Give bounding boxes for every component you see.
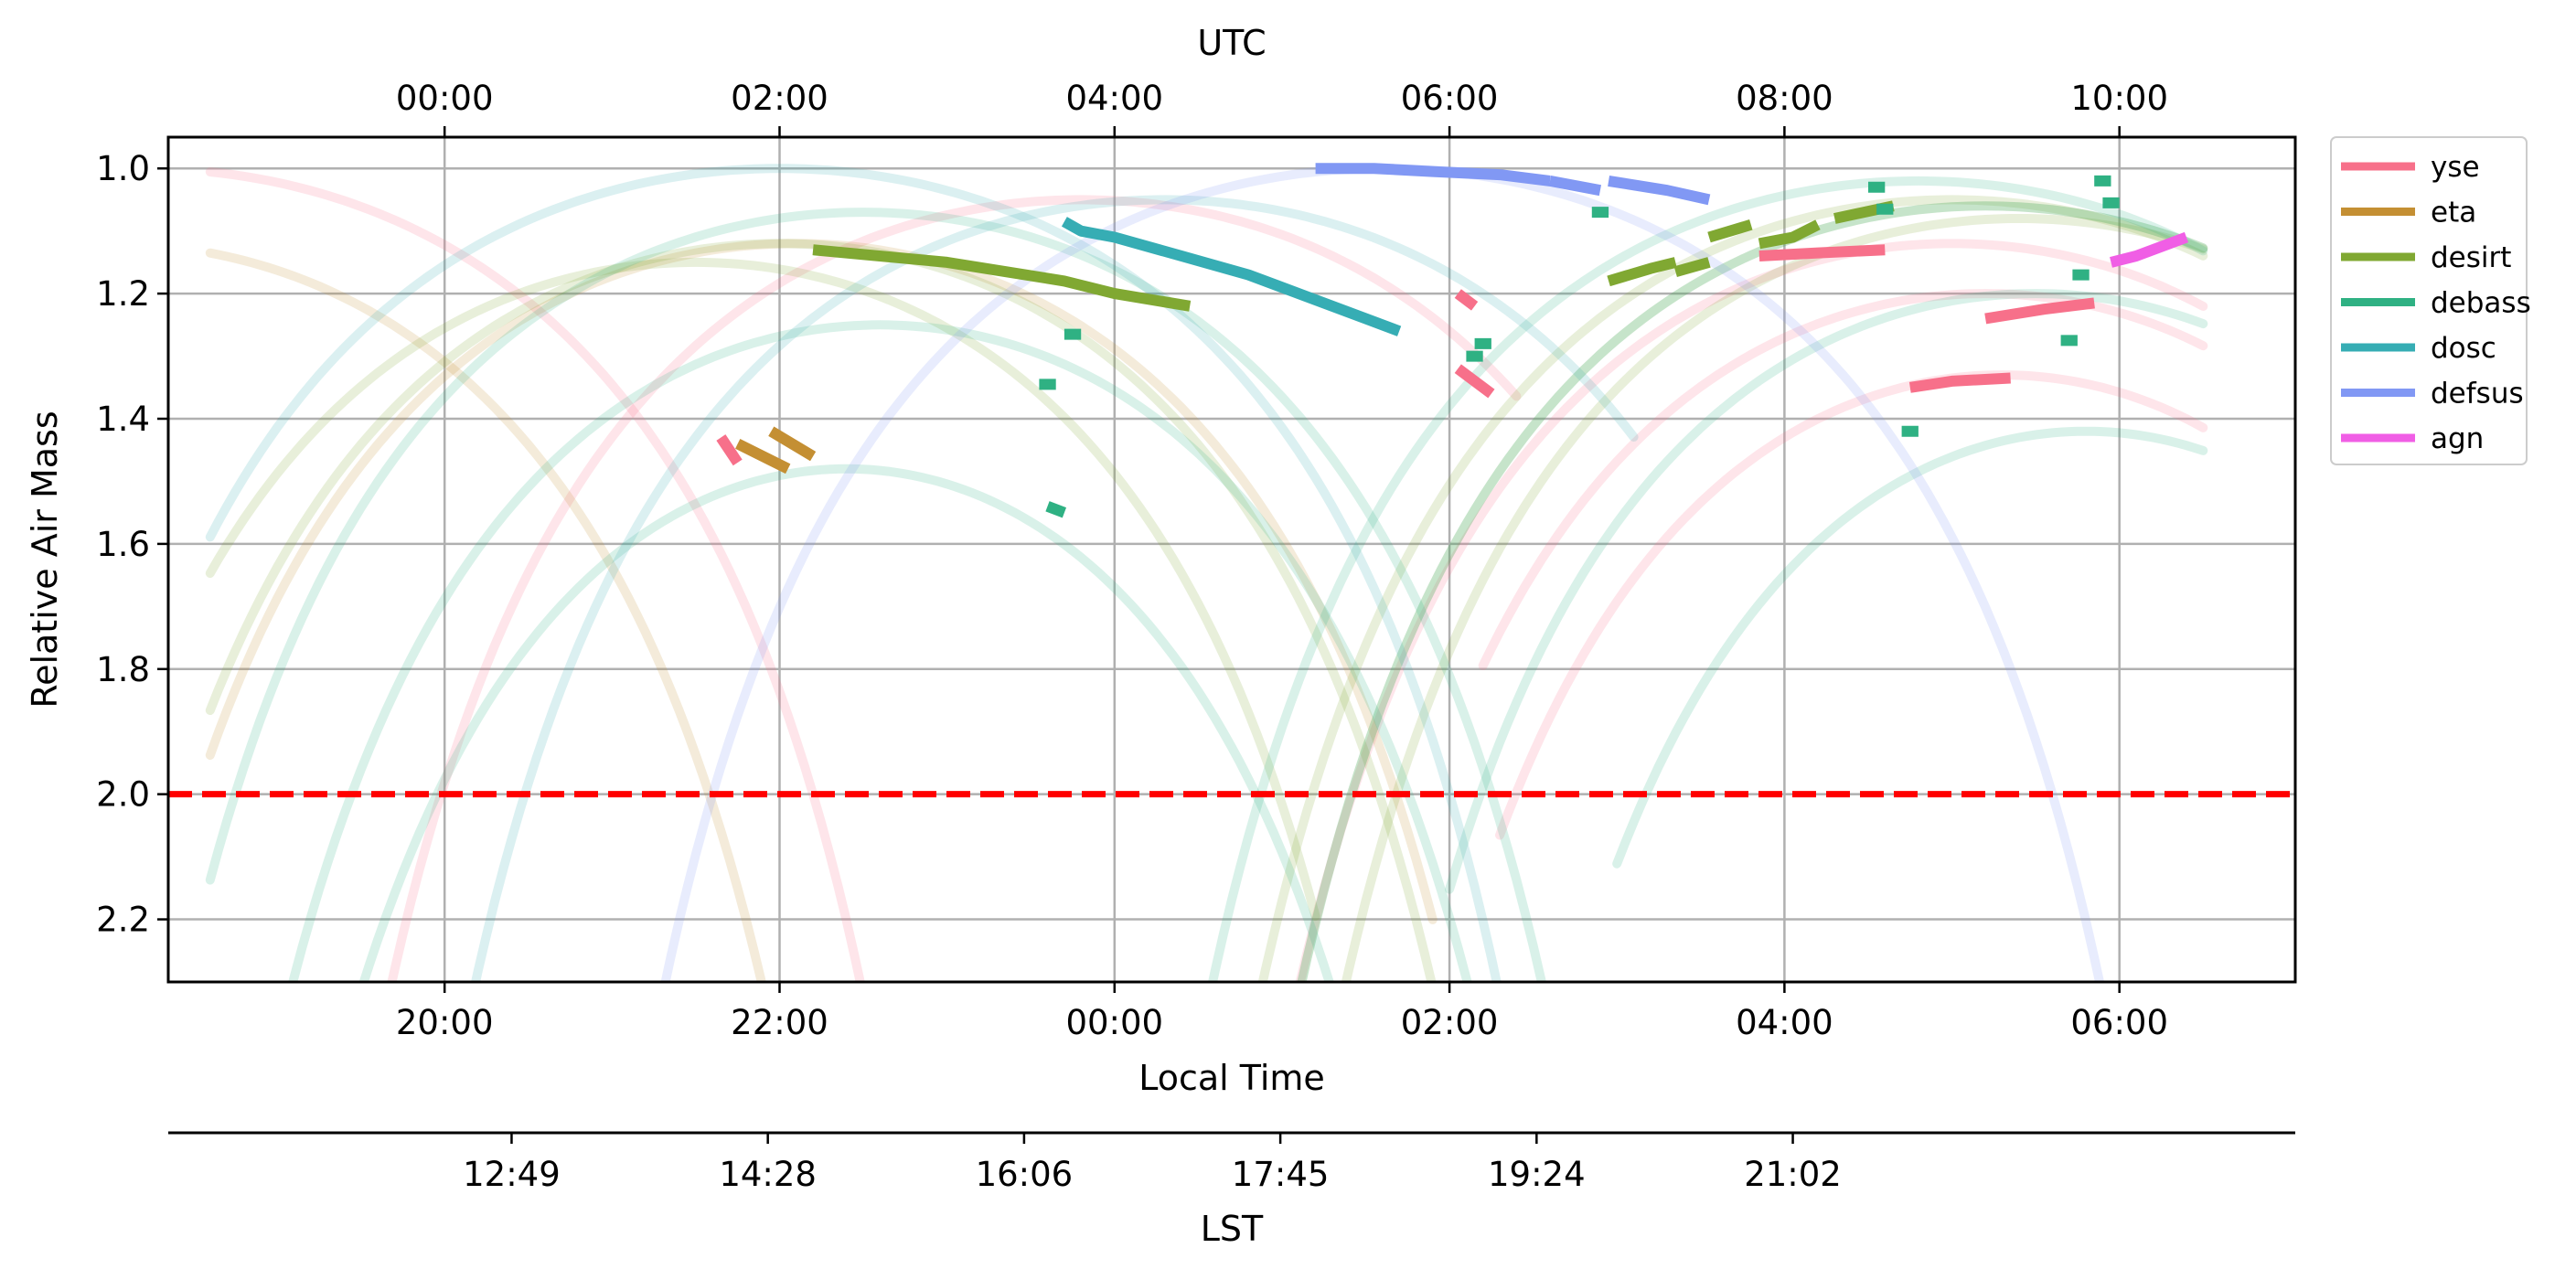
desirt-visibility-curve [1297,201,2208,982]
desirt-observation-segment [1707,219,1753,243]
lst-tick-label: 19:24 [1488,1155,1586,1194]
local-tick-label: 00:00 [1065,1003,1163,1042]
desirt-observation-segment [812,244,1192,312]
legend-label-defsus: defsus [2431,378,2524,411]
lst-tick-label: 17:45 [1232,1155,1330,1194]
yse-observation-segment [716,434,743,466]
plot-background [168,137,2295,982]
utc-tick-label: 08:00 [1736,79,1833,118]
utc-tick-label: 04:00 [1065,79,1163,118]
y-tick-label: 1.2 [96,274,150,314]
dosc-visibility-curve [470,195,1639,982]
debass-visibility-curve [1445,289,2208,894]
utc-axis-title: UTC [1197,23,1266,63]
agn-observation-segment [2110,231,2189,268]
yse-observation-segment [1758,244,1886,261]
eta-observation-segment [768,426,817,462]
desirt-visibility-curve [1257,195,2208,982]
lst-axis-ticks: 12:49 14:28 16:06 17:45 19:24 21:02 [463,1133,1842,1194]
yse-visibility-curve [205,167,865,982]
y-tick-label: 2.2 [96,901,150,940]
debass-visibility-curve [1297,201,2208,982]
debass-visibility-curve [205,208,1546,982]
debass-visibility-curve [288,320,1472,982]
x-axis-title: Local Time [1138,1058,1325,1098]
y-axis-title: Relative Air Mass [25,411,65,708]
legend-frame [2330,136,2528,465]
local-tick-label: 04:00 [1736,1003,1833,1042]
local-tick-label: 06:00 [2070,1003,2168,1042]
desirt-visibility-curve [1341,214,2208,982]
yse-visibility-curve [1295,239,2208,982]
y-tick-label: 2.0 [96,775,150,815]
lst-tick-label: 16:06 [976,1155,1074,1194]
desirt-observation-segment [1758,219,1821,250]
lst-axis-title: LST [1201,1209,1264,1249]
legend-label-eta: eta [2431,197,2476,229]
lst-tick-label: 21:02 [1744,1155,1842,1194]
background-curves [205,164,2208,982]
utc-tick-label: 02:00 [731,79,828,118]
plot-frame [166,135,2297,984]
legend: yse eta desirt debass dosc defsus agn [2330,136,2531,465]
debass-visibility-curve [358,464,1334,982]
y-tick-label: 1.0 [96,149,150,188]
yse-observation-segment [1984,297,2095,325]
desirt-visibility-curve [205,257,1320,922]
local-tick-label: 20:00 [396,1003,494,1042]
utc-tick-label: 10:00 [2070,79,2168,118]
eta-observation-segment [735,439,791,475]
defsus-observation-segment [1315,163,1551,187]
yse-observation-segment [1908,372,2011,393]
local-time-axis-ticks: 20:00 22:00 00:00 02:00 04:00 06:00 [396,982,2168,1042]
lst-tick-label: 12:49 [463,1155,561,1194]
desirt-observation-segment [1673,257,1711,277]
y-tick-label: 1.6 [96,525,150,564]
desirt-observation-segment [1607,257,1677,287]
yse-observation-segment [1454,364,1495,399]
legend-label-agn: agn [2431,422,2484,455]
yse-visibility-curve [387,195,1522,982]
legend-label-debass: debass [2431,287,2531,320]
debass-visibility-curve [1208,176,2208,982]
eta-visibility-curve [205,239,1438,924]
yse-visibility-curve [1495,370,2208,840]
eta-visibility-curve [205,248,766,982]
lst-tick-label: 14:28 [719,1155,817,1194]
utc-axis-ticks: 00:00 02:00 04:00 06:00 08:00 10:00 [396,79,2168,137]
y-tick-label: 1.4 [96,400,150,439]
observation-segments [716,163,2189,518]
legend-label-yse: yse [2431,151,2480,184]
y-axis-ticks: 1.0 1.2 1.4 1.6 1.8 2.0 2.2 [96,149,168,940]
defsus-observation-segment [1608,175,1711,206]
legend-label-dosc: dosc [2431,332,2496,365]
utc-tick-label: 00:00 [396,79,494,118]
yse-observation-segment [1454,289,1479,311]
debass-observation-segment [1045,501,1067,518]
utc-tick-label: 06:00 [1401,79,1499,118]
legend-label-desirt: desirt [2431,241,2511,274]
defsus-observation-segment [1548,176,1602,197]
local-tick-label: 02:00 [1401,1003,1499,1042]
local-tick-label: 22:00 [731,1003,828,1042]
dosc-observation-segment [1061,217,1402,336]
dosc-visibility-curve [205,164,1502,982]
y-tick-label: 1.8 [96,650,150,689]
debass-visibility-curve [1612,426,2208,869]
